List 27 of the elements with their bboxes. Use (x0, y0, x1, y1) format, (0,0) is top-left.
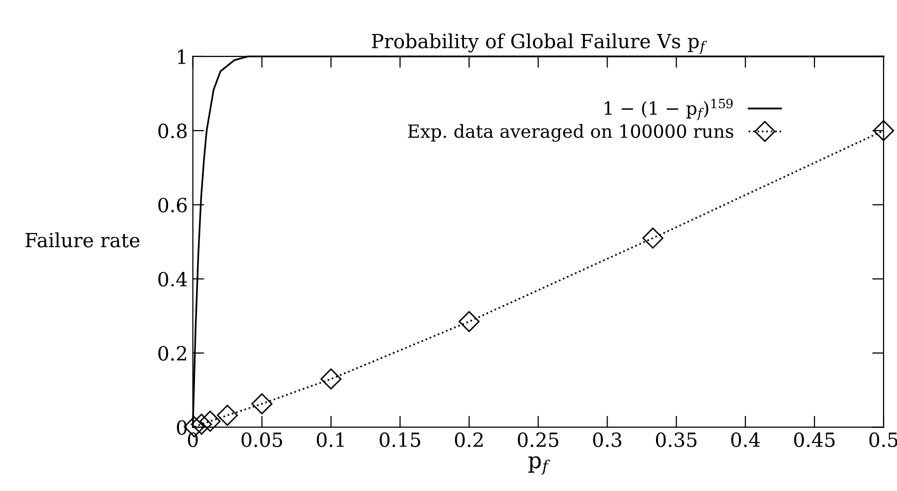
x-tick-label: 0.35 (656, 432, 696, 448)
x-tick-label: 0.4 (731, 432, 760, 448)
x-axis-title: p$_{f}$ (528, 456, 550, 475)
y-tick-label: 0.6 (158, 198, 187, 212)
x-tick-label: 0 (188, 432, 198, 448)
point (873, 120, 894, 142)
y-tick-label: 0.8 (158, 124, 187, 138)
point (320, 368, 342, 390)
y-tick-label: 0.4 (158, 272, 188, 287)
legend-label: 1 − (1 − p$_{f}$)$^{159}$ (604, 98, 733, 120)
point (458, 311, 480, 332)
point (642, 228, 664, 249)
y-tick-label: 1 (178, 49, 186, 64)
x-tick-label: 0.1 (316, 432, 344, 448)
x-tick-label: 0.3 (593, 432, 622, 448)
x-tick-label: 0.15 (380, 432, 420, 448)
point (200, 410, 221, 432)
y-axis-title: Failure rate (26, 232, 140, 248)
x-tick-label: 0.05 (242, 432, 282, 448)
point (251, 393, 272, 414)
x-tick-label: 0.45 (794, 432, 835, 448)
x-tick-label: 0.2 (454, 432, 483, 448)
legend-label: Exp. data averaged on 100000 runs (408, 124, 734, 142)
x-tick-label: 0.25 (518, 432, 558, 448)
y-tick-label: 0.2 (158, 346, 186, 361)
chart-title: Probability of Global Failure Vs p$_{f}$ (372, 33, 707, 54)
point (216, 404, 238, 426)
